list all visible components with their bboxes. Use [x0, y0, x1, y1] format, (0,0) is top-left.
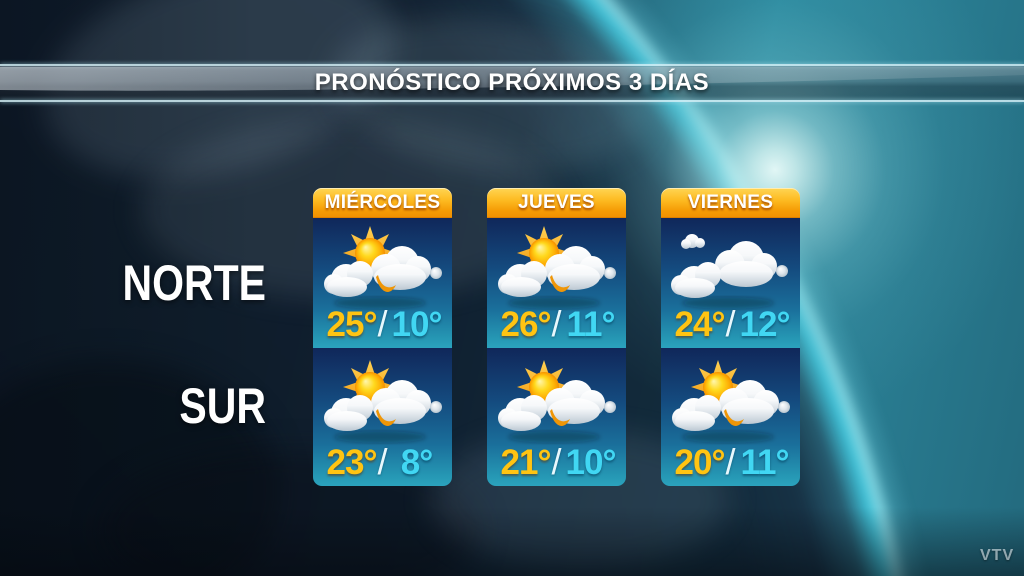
- temp-separator: /: [725, 303, 736, 344]
- temp-separator: /: [551, 441, 562, 482]
- forecast-cell-viernes-norte: 24° / 12°: [661, 218, 800, 348]
- temp-high: 25°: [326, 305, 378, 344]
- page-title: PRONÓSTICO PRÓXIMOS 3 DÍAS: [314, 69, 710, 96]
- temp-high: 24°: [674, 305, 726, 344]
- sun-behind-clouds-icon: [494, 357, 620, 445]
- sun-behind-clouds-icon: [494, 223, 620, 311]
- temp-high: 26°: [500, 305, 552, 344]
- sun-behind-clouds-icon: [320, 223, 446, 311]
- temp-separator: /: [551, 303, 562, 344]
- sun-behind-clouds-icon: [320, 357, 446, 445]
- region-label-norte: NORTE: [122, 255, 267, 311]
- temp-low: 10°: [565, 443, 617, 482]
- day-header-miercoles: MIÉRCOLES: [313, 188, 452, 218]
- clouds-icon: [668, 223, 794, 311]
- temp-separator: /: [725, 441, 736, 482]
- title-bar-sheen: [0, 67, 1024, 91]
- temp-low: 10°: [391, 305, 443, 344]
- title-bar-bottom-line: [0, 100, 1024, 102]
- title-bar-background: [0, 66, 1024, 100]
- temp-high: 21°: [500, 443, 552, 482]
- temp-separator: /: [377, 303, 388, 344]
- temp-low: 12°: [739, 305, 791, 344]
- forecast-column-jueves: JUEVES 26° / 11° 21° / 10°: [487, 188, 626, 486]
- temperature-row: 20° / 11°: [661, 441, 800, 483]
- temp-low: 8°: [400, 443, 433, 482]
- region-label-sur: SUR: [179, 378, 266, 434]
- temperature-row: 21° / 10°: [487, 441, 626, 483]
- day-header-jueves: JUEVES: [487, 188, 626, 218]
- forecast-cell-miercoles-sur: 23° / 8°: [313, 348, 452, 486]
- title-bar: PRONÓSTICO PRÓXIMOS 3 DÍAS: [0, 64, 1024, 102]
- forecast-cell-viernes-sur: 20° / 11°: [661, 348, 800, 486]
- temperature-row: 26° / 11°: [487, 303, 626, 345]
- vtv-channel-logo: VTV: [980, 547, 1015, 564]
- forecast-cell-jueves-norte: 26° / 11°: [487, 218, 626, 348]
- temp-low: 11°: [566, 305, 616, 344]
- forecast-column-viernes: VIERNES 24° / 12° 20° / 11°: [661, 188, 800, 486]
- temp-high: 20°: [674, 443, 726, 482]
- temperature-row: 24° / 12°: [661, 303, 800, 345]
- forecast-cell-jueves-sur: 21° / 10°: [487, 348, 626, 486]
- temp-low: 11°: [740, 443, 790, 482]
- title-bar-top-line: [0, 64, 1024, 66]
- temperature-row: 25° / 10°: [313, 303, 452, 345]
- temperature-row: 23° / 8°: [313, 441, 452, 483]
- forecast-column-miercoles: MIÉRCOLES 25° / 10° 23° / 8°: [313, 188, 452, 486]
- temp-separator: /: [377, 441, 388, 482]
- day-header-viernes: VIERNES: [661, 188, 800, 218]
- forecast-cell-miercoles-norte: 25° / 10°: [313, 218, 452, 348]
- temp-high: 23°: [326, 443, 378, 482]
- sun-behind-clouds-icon: [668, 357, 794, 445]
